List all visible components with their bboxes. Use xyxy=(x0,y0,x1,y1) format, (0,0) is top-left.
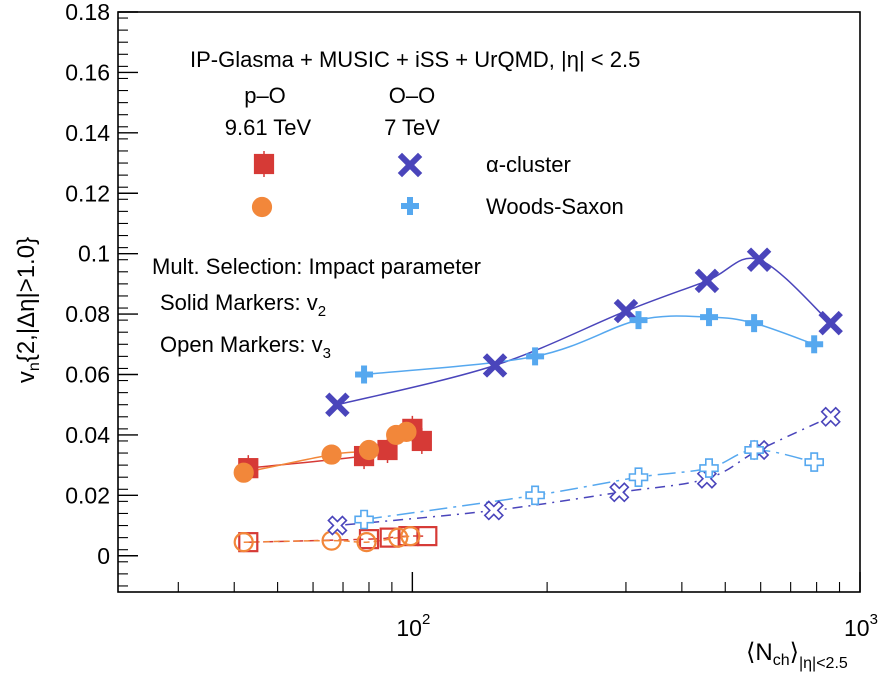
data-point xyxy=(699,458,719,478)
data-point xyxy=(321,444,342,465)
x-tick-label: 102 xyxy=(396,611,430,641)
data-point xyxy=(526,347,545,366)
data-point xyxy=(628,467,649,488)
x-tick-label: 103 xyxy=(844,611,878,641)
chart-title: IP-Glasma + MUSIC + iSS + UrQMD, |η| < 2… xyxy=(190,47,640,72)
x-axis-label: ⟨Nch⟩|η|<2.5 xyxy=(746,639,848,672)
data-point xyxy=(694,268,720,294)
y-axis-label: vn{2,|Δη|>1.0} xyxy=(13,237,43,383)
annotation-open-markers: Open Markers: v3 xyxy=(160,332,331,362)
legend-markers xyxy=(251,151,423,218)
y-tick-label: 0.18 xyxy=(65,0,110,25)
data-point xyxy=(746,247,772,272)
y-tick-label: 0.16 xyxy=(65,59,110,85)
legend-marker-oo-ws xyxy=(401,197,419,215)
data-point xyxy=(388,527,409,548)
y-axis-ticks: 0 0.02 0.04 0.06 0.08 0.1 0.12 0.14 0.16 0.18 xyxy=(65,0,138,587)
plot-frame xyxy=(117,11,861,593)
data-point xyxy=(744,440,764,460)
data-point xyxy=(818,310,843,336)
legend-col1-system: p–O xyxy=(244,83,286,108)
series-curve-7 xyxy=(363,449,815,521)
data-point xyxy=(525,485,545,506)
legend-marker-oo-alpha xyxy=(397,152,423,178)
data-point xyxy=(805,335,824,354)
y-tick-label: 0.14 xyxy=(65,120,110,146)
data-point xyxy=(613,298,639,324)
data-point xyxy=(396,421,417,442)
data-point xyxy=(820,406,841,427)
legend-woods-saxon: Woods-Saxon xyxy=(486,194,624,219)
data-point xyxy=(354,509,374,530)
legend-marker-po-alpha xyxy=(253,151,275,177)
data-point xyxy=(233,462,254,483)
data-point xyxy=(358,529,380,550)
legend-col2-system: O–O xyxy=(389,83,435,108)
data-point xyxy=(609,482,630,503)
data-point xyxy=(745,314,764,333)
data-point xyxy=(327,515,348,536)
series-curve-5 xyxy=(243,535,411,544)
y-tick-label: 0.08 xyxy=(65,301,110,327)
data-point xyxy=(804,452,825,472)
y-tick-label: 0.02 xyxy=(65,482,110,508)
data-point xyxy=(377,437,398,464)
data-point xyxy=(355,365,374,384)
data-point xyxy=(400,526,421,547)
data-point xyxy=(325,392,350,417)
data-markers xyxy=(233,247,843,553)
data-point xyxy=(358,439,380,461)
legend-marker-po-ws xyxy=(251,196,273,218)
legend-col1-energy: 9.61 TeV xyxy=(225,115,312,140)
data-point xyxy=(411,427,432,454)
data-point xyxy=(483,500,504,521)
legend-col2-energy: 7 TeV xyxy=(384,115,440,140)
data-point xyxy=(233,532,254,553)
data-point xyxy=(700,308,719,327)
annotation-solid-markers: Solid Markers: v2 xyxy=(160,290,326,320)
legend: p–O 9.61 TeV O–O 7 TeV α-cluster Woods-S… xyxy=(225,83,624,219)
y-tick-label: 0.1 xyxy=(78,241,110,267)
y-tick-label: 0 xyxy=(97,543,110,569)
legend-alpha-cluster: α-cluster xyxy=(486,152,571,177)
x-axis-ticks: 102 103 xyxy=(177,572,878,641)
annotation-mult-selection: Mult. Selection: Impact parameter xyxy=(152,254,481,279)
data-point xyxy=(482,353,508,378)
y-tick-label: 0.06 xyxy=(65,362,110,388)
y-tick-label: 0.12 xyxy=(65,180,110,206)
data-point xyxy=(356,532,377,553)
data-point xyxy=(629,311,648,330)
y-tick-label: 0.04 xyxy=(65,422,110,448)
